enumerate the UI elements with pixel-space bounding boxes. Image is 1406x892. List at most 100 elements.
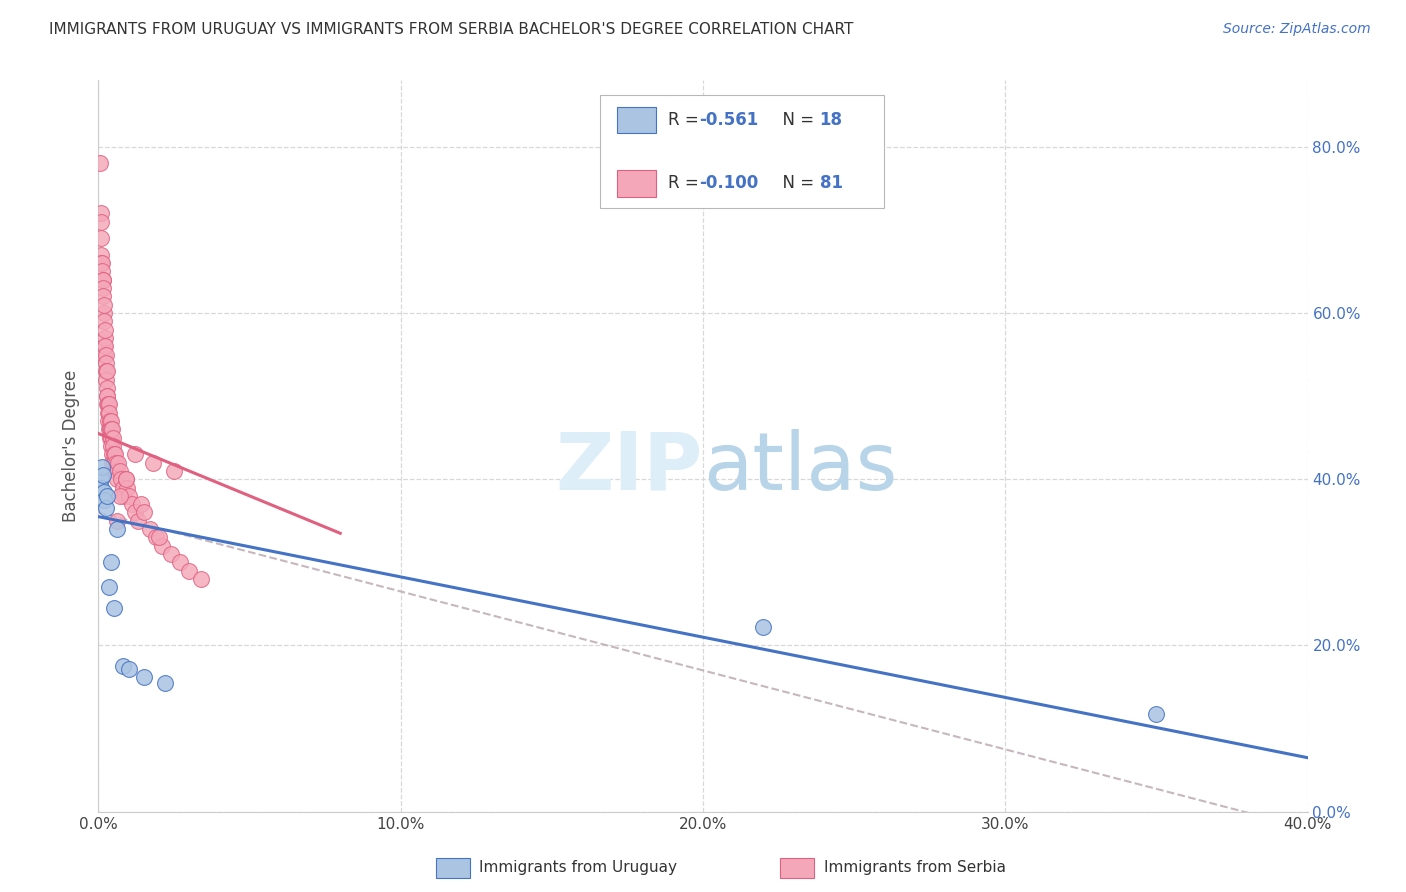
Point bbox=[114, 472, 136, 486]
Point bbox=[103, 456, 125, 470]
Point bbox=[163, 464, 186, 478]
Point bbox=[93, 339, 115, 353]
Point bbox=[93, 347, 115, 362]
Text: R =: R = bbox=[668, 111, 704, 128]
Point bbox=[96, 364, 118, 378]
Point bbox=[118, 662, 141, 676]
Point bbox=[104, 464, 127, 478]
Point bbox=[101, 422, 124, 436]
Point bbox=[169, 555, 191, 569]
Point bbox=[132, 506, 155, 520]
Point bbox=[129, 497, 152, 511]
Text: Immigrants from Uruguay: Immigrants from Uruguay bbox=[479, 861, 678, 875]
Point bbox=[94, 501, 117, 516]
Point bbox=[97, 422, 120, 436]
Point bbox=[90, 206, 112, 220]
Point bbox=[115, 481, 138, 495]
Point bbox=[98, 422, 121, 436]
Point bbox=[97, 397, 120, 411]
Point bbox=[145, 530, 167, 544]
Point bbox=[124, 447, 146, 461]
Point bbox=[107, 472, 129, 486]
Text: 81: 81 bbox=[820, 174, 842, 193]
Point bbox=[90, 214, 112, 228]
Point bbox=[98, 397, 121, 411]
Point bbox=[96, 389, 118, 403]
Point bbox=[96, 389, 118, 403]
Point bbox=[91, 273, 114, 287]
Point bbox=[124, 506, 146, 520]
Point bbox=[90, 472, 112, 486]
Point bbox=[101, 456, 124, 470]
Point bbox=[93, 484, 115, 499]
Point bbox=[96, 381, 118, 395]
Point bbox=[90, 256, 112, 270]
Point bbox=[190, 572, 212, 586]
Text: IMMIGRANTS FROM URUGUAY VS IMMIGRANTS FROM SERBIA BACHELOR'S DEGREE CORRELATION : IMMIGRANTS FROM URUGUAY VS IMMIGRANTS FR… bbox=[49, 22, 853, 37]
Text: -0.100: -0.100 bbox=[699, 174, 758, 193]
Point bbox=[118, 489, 141, 503]
Point bbox=[98, 431, 121, 445]
Point bbox=[93, 298, 115, 312]
Point bbox=[100, 447, 122, 461]
Point bbox=[752, 620, 775, 634]
Point bbox=[89, 156, 111, 170]
Point bbox=[139, 522, 162, 536]
Point bbox=[91, 459, 114, 474]
Point bbox=[114, 472, 136, 486]
Point bbox=[104, 447, 127, 461]
Point bbox=[105, 514, 128, 528]
Text: Source: ZipAtlas.com: Source: ZipAtlas.com bbox=[1223, 22, 1371, 37]
Text: atlas: atlas bbox=[703, 429, 897, 507]
Point bbox=[127, 514, 149, 528]
Text: Immigrants from Serbia: Immigrants from Serbia bbox=[824, 861, 1005, 875]
Point bbox=[94, 356, 117, 370]
Point bbox=[94, 364, 117, 378]
Point bbox=[107, 456, 129, 470]
Point bbox=[96, 372, 118, 386]
Point bbox=[101, 439, 124, 453]
Point bbox=[108, 489, 131, 503]
Point bbox=[90, 481, 112, 495]
Point bbox=[108, 464, 131, 478]
Point bbox=[90, 248, 112, 262]
Point bbox=[104, 456, 127, 470]
Point bbox=[98, 414, 121, 428]
Point bbox=[91, 281, 114, 295]
Point bbox=[93, 306, 115, 320]
Point bbox=[96, 397, 118, 411]
Point bbox=[132, 670, 155, 684]
Point bbox=[110, 472, 132, 486]
Point bbox=[153, 676, 176, 690]
Text: R =: R = bbox=[668, 174, 704, 193]
Point bbox=[93, 314, 115, 328]
Point bbox=[101, 431, 124, 445]
Text: N =: N = bbox=[772, 174, 820, 193]
Point bbox=[111, 659, 134, 673]
Point bbox=[150, 539, 173, 553]
Point bbox=[100, 555, 122, 569]
Point bbox=[96, 489, 118, 503]
Point bbox=[91, 264, 114, 278]
Y-axis label: Bachelor's Degree: Bachelor's Degree bbox=[62, 370, 80, 522]
Point bbox=[98, 580, 121, 594]
Point bbox=[93, 493, 115, 508]
Point bbox=[91, 468, 114, 483]
Point bbox=[94, 339, 117, 353]
Point bbox=[94, 331, 117, 345]
Point bbox=[100, 414, 122, 428]
Point bbox=[1144, 706, 1167, 721]
Point bbox=[91, 289, 114, 303]
Text: -0.561: -0.561 bbox=[699, 111, 758, 128]
Point bbox=[160, 547, 183, 561]
Point bbox=[111, 481, 134, 495]
Point bbox=[91, 273, 114, 287]
Point bbox=[98, 406, 121, 420]
Point bbox=[94, 347, 117, 362]
Point bbox=[97, 414, 120, 428]
Point bbox=[112, 489, 135, 503]
Point bbox=[142, 456, 165, 470]
Point bbox=[103, 601, 125, 615]
Point bbox=[100, 439, 122, 453]
Point bbox=[97, 406, 120, 420]
